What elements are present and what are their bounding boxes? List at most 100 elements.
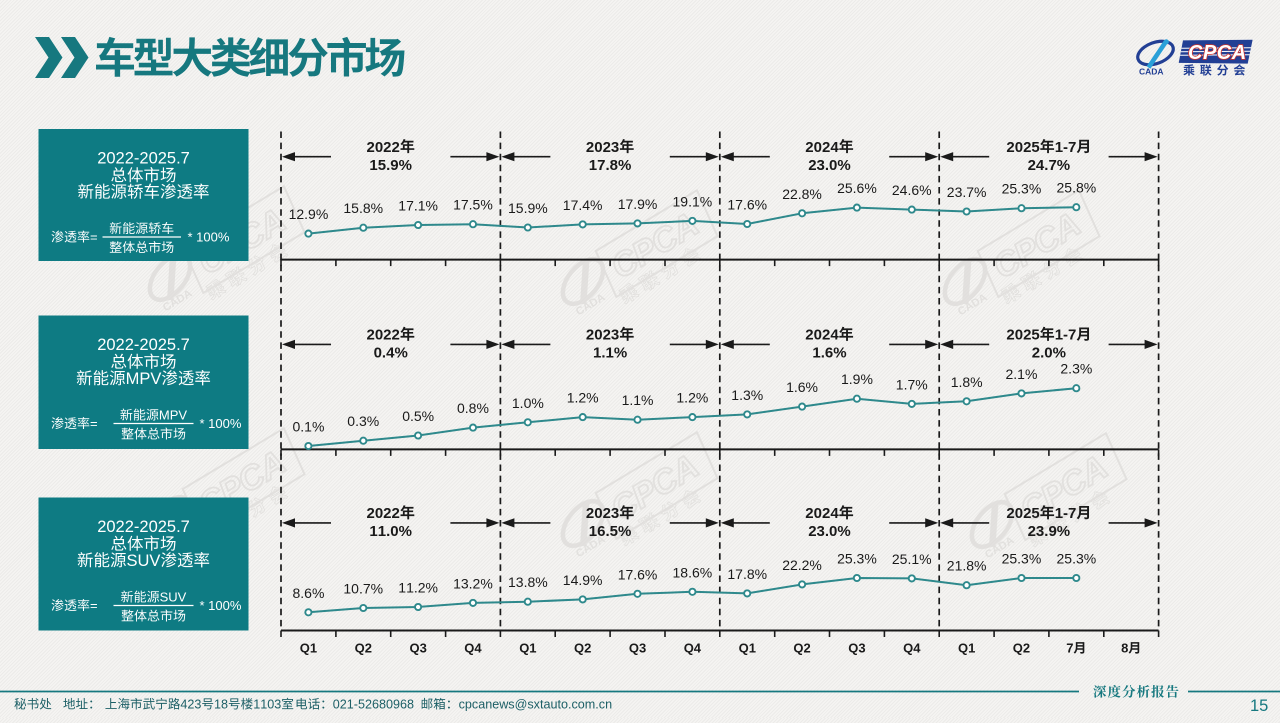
svg-text:=: = — [90, 230, 98, 245]
svg-text:2.3%: 2.3% — [1060, 361, 1092, 377]
svg-text:19.1%: 19.1% — [673, 193, 713, 209]
svg-text:1.9%: 1.9% — [841, 371, 873, 387]
svg-text:1-7: 1-7 — [1055, 327, 1077, 344]
svg-text:8.6%: 8.6% — [293, 585, 325, 601]
svg-text:Q2: Q2 — [1013, 641, 1030, 656]
svg-text:8: 8 — [1121, 641, 1128, 656]
svg-text:CADA: CADA — [1139, 67, 1164, 77]
svg-text:11.2%: 11.2% — [398, 580, 438, 596]
svg-text:18.6%: 18.6% — [673, 564, 713, 580]
svg-text:Q2: Q2 — [355, 641, 372, 656]
svg-text:2022-2025.7: 2022-2025.7 — [97, 150, 190, 168]
svg-text:423: 423 — [180, 698, 201, 712]
svg-text:2022: 2022 — [367, 505, 400, 522]
svg-text:2022-2025.7: 2022-2025.7 — [97, 518, 190, 536]
svg-text:1.3%: 1.3% — [731, 387, 763, 403]
svg-text:17.8%: 17.8% — [589, 157, 632, 174]
svg-text:1.0%: 1.0% — [512, 395, 544, 411]
svg-text:1.6%: 1.6% — [786, 379, 818, 395]
svg-text:2024: 2024 — [805, 327, 839, 344]
svg-text:2025: 2025 — [1006, 505, 1039, 522]
svg-text:MPV: MPV — [159, 408, 188, 423]
svg-text:23.9%: 23.9% — [1028, 523, 1071, 540]
svg-text:25.3%: 25.3% — [1002, 181, 1042, 197]
svg-text:* 100%: * 100% — [200, 598, 242, 613]
svg-text:2023: 2023 — [586, 327, 619, 344]
svg-text:2024: 2024 — [805, 505, 839, 522]
svg-text:15: 15 — [1250, 697, 1268, 715]
svg-text:cpcanews@sxtauto.com.cn: cpcanews@sxtauto.com.cn — [459, 698, 612, 712]
svg-text:17.1%: 17.1% — [398, 198, 438, 214]
svg-text:021-52680968: 021-52680968 — [333, 698, 414, 712]
svg-text:13.8%: 13.8% — [508, 574, 548, 590]
svg-text:17.6%: 17.6% — [727, 197, 767, 213]
svg-text:25.3%: 25.3% — [837, 551, 877, 567]
svg-text:0.4%: 0.4% — [374, 345, 408, 362]
svg-text:17.8%: 17.8% — [727, 566, 767, 582]
svg-text:15.9%: 15.9% — [508, 200, 548, 216]
svg-text:* 100%: * 100% — [188, 230, 230, 245]
svg-text:Q1: Q1 — [300, 641, 317, 656]
svg-text:=: = — [90, 598, 98, 613]
svg-text:=: = — [90, 416, 98, 431]
svg-text:1.7%: 1.7% — [896, 376, 928, 392]
svg-text:1-7: 1-7 — [1055, 505, 1077, 522]
svg-text:24.6%: 24.6% — [892, 182, 932, 198]
svg-text:22.2%: 22.2% — [782, 557, 822, 573]
svg-text:SUV: SUV — [127, 552, 161, 570]
svg-text:16.5%: 16.5% — [589, 523, 632, 540]
svg-text:15.9%: 15.9% — [369, 157, 412, 174]
svg-text:Q3: Q3 — [410, 641, 427, 656]
svg-text:2024: 2024 — [805, 139, 839, 156]
svg-text:17.4%: 17.4% — [563, 197, 603, 213]
svg-text:Q4: Q4 — [684, 641, 702, 656]
svg-text:1103: 1103 — [253, 698, 281, 712]
svg-text:2022: 2022 — [367, 327, 400, 344]
svg-text:1.2%: 1.2% — [676, 390, 708, 406]
svg-text:25.3%: 25.3% — [1057, 551, 1097, 567]
svg-text:17.9%: 17.9% — [618, 196, 658, 212]
svg-text:2022: 2022 — [367, 139, 400, 156]
svg-text:2025: 2025 — [1006, 327, 1039, 344]
svg-text:Q1: Q1 — [519, 641, 536, 656]
svg-text:1.6%: 1.6% — [812, 345, 846, 362]
svg-text:25.6%: 25.6% — [837, 180, 877, 196]
svg-text:0.3%: 0.3% — [347, 413, 379, 429]
svg-text:21.8%: 21.8% — [947, 558, 987, 574]
svg-text:23.0%: 23.0% — [808, 523, 851, 540]
svg-text:18: 18 — [214, 698, 228, 712]
svg-text:Q1: Q1 — [739, 641, 756, 656]
svg-text:Q2: Q2 — [793, 641, 810, 656]
svg-text:7: 7 — [1066, 641, 1073, 656]
svg-text:1-7: 1-7 — [1055, 139, 1077, 156]
svg-text:12.9%: 12.9% — [289, 206, 329, 222]
svg-text:1.1%: 1.1% — [593, 345, 627, 362]
svg-text:25.3%: 25.3% — [1002, 551, 1042, 567]
svg-text:14.9%: 14.9% — [563, 572, 603, 588]
svg-text:23.7%: 23.7% — [947, 184, 987, 200]
svg-text:10.7%: 10.7% — [343, 581, 383, 597]
svg-text:Q4: Q4 — [903, 641, 921, 656]
svg-text:2022-2025.7: 2022-2025.7 — [97, 336, 190, 354]
svg-text:13.2%: 13.2% — [453, 575, 493, 591]
svg-text:2023: 2023 — [586, 139, 619, 156]
svg-text:1.8%: 1.8% — [951, 374, 983, 390]
svg-text:1.1%: 1.1% — [622, 392, 654, 408]
svg-text:Q3: Q3 — [848, 641, 865, 656]
svg-text:25.1%: 25.1% — [892, 551, 932, 567]
svg-text:17.5%: 17.5% — [453, 197, 493, 213]
svg-text:25.8%: 25.8% — [1057, 180, 1097, 196]
svg-text:11.0%: 11.0% — [369, 523, 412, 540]
svg-text:22.8%: 22.8% — [782, 186, 822, 202]
svg-text:Q3: Q3 — [629, 641, 646, 656]
svg-text:1.2%: 1.2% — [567, 390, 599, 406]
svg-text:MPV: MPV — [126, 370, 162, 388]
svg-text:17.6%: 17.6% — [618, 566, 658, 582]
svg-text:23.0%: 23.0% — [808, 157, 851, 174]
svg-text:Q1: Q1 — [958, 641, 975, 656]
svg-text:CPCA: CPCA — [1188, 42, 1247, 64]
svg-text:Q2: Q2 — [574, 641, 591, 656]
svg-text:2023: 2023 — [586, 505, 619, 522]
svg-text:2025: 2025 — [1006, 139, 1039, 156]
svg-text:24.7%: 24.7% — [1028, 157, 1071, 174]
